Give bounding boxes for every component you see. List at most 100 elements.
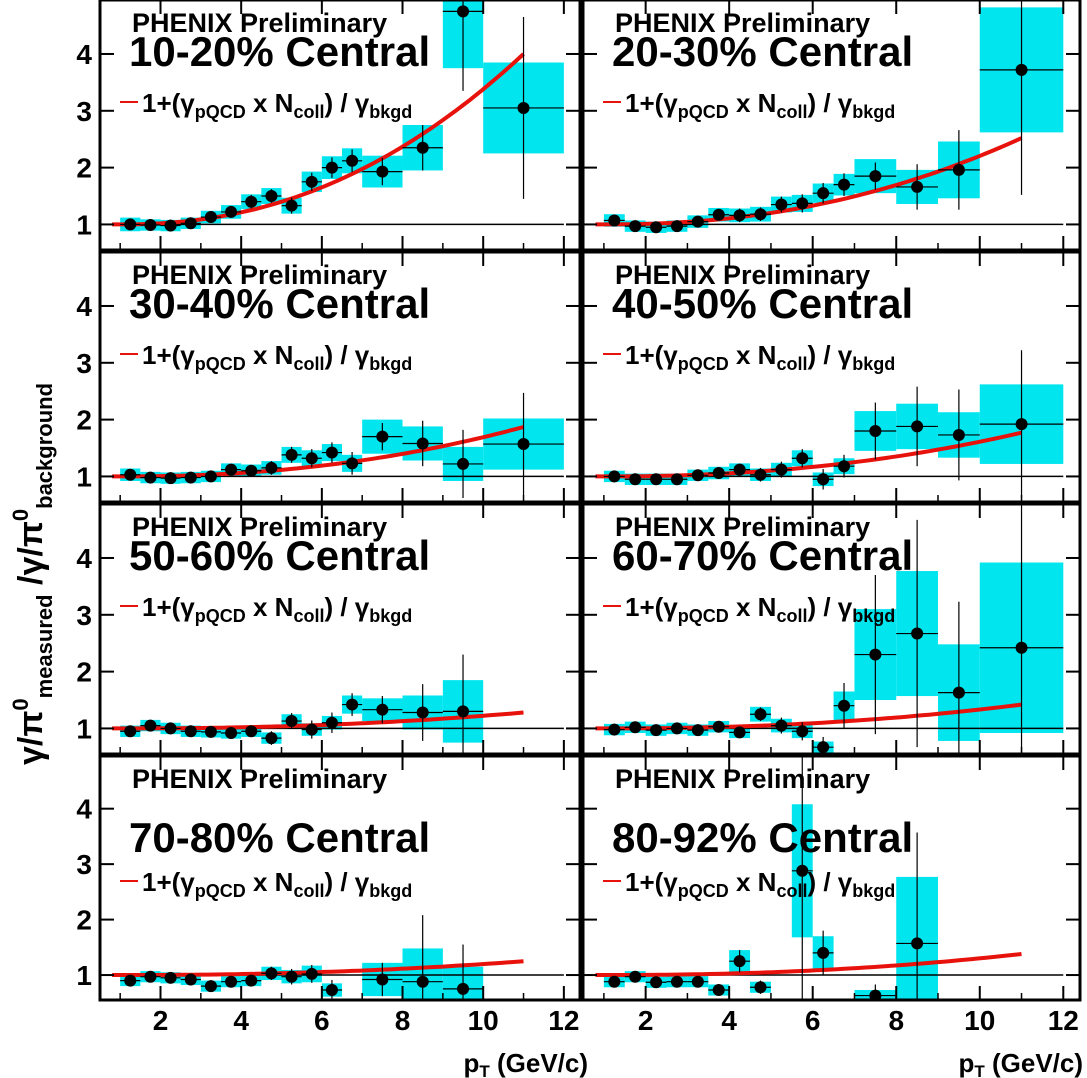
data-point <box>817 741 830 754</box>
data-point <box>305 452 318 465</box>
data-point <box>608 214 621 227</box>
y-tick-label: 1 <box>76 713 92 744</box>
data-point <box>608 470 621 483</box>
data-point <box>817 473 830 486</box>
panel-header: PHENIX Preliminary <box>132 8 387 38</box>
data-point <box>650 473 663 486</box>
centrality-label: 50-60% Central <box>129 532 430 579</box>
data-point <box>346 698 359 711</box>
legend-label: 1+(γpQCD x Ncoll) / γbkgd <box>142 867 412 901</box>
data-point <box>225 975 238 988</box>
data-point <box>775 463 788 476</box>
y-tick-label: 4 <box>76 291 92 322</box>
data-point <box>952 686 965 699</box>
data-point <box>733 463 746 476</box>
data-point <box>691 975 704 988</box>
data-point <box>775 198 788 211</box>
fit-curve <box>595 952 1022 977</box>
centrality-label: 20-30% Central <box>612 28 913 75</box>
data-point <box>285 970 298 983</box>
data-point <box>225 726 238 739</box>
x-tick-label: 4 <box>721 1005 737 1036</box>
data-point <box>225 463 238 476</box>
data-point <box>305 175 318 188</box>
data-point <box>144 219 157 231</box>
data-point <box>733 955 746 968</box>
data-point <box>691 724 704 737</box>
fit-curve <box>595 430 1022 479</box>
data-point <box>457 705 470 718</box>
data-point <box>285 715 298 728</box>
x-axis-title-right: pT (GeV/c) <box>958 1048 1083 1078</box>
centrality-label: 70-80% Central <box>129 814 430 861</box>
data-point <box>629 473 642 486</box>
data-point <box>608 975 621 988</box>
data-point <box>164 722 177 735</box>
data-point <box>346 457 359 470</box>
y-tick-label: 1 <box>76 461 92 492</box>
data-point <box>952 428 965 441</box>
centrality-label: 80-92% Central <box>612 814 913 861</box>
data-point <box>796 197 809 210</box>
centrality-label: 40-50% Central <box>612 280 913 327</box>
data-point <box>952 163 965 176</box>
legend-label: 1+(γpQCD x Ncoll) / γbkgd <box>142 340 412 374</box>
panel-frame <box>98 0 582 252</box>
data-point <box>457 457 470 470</box>
data-point <box>869 648 882 661</box>
data-point <box>838 460 851 473</box>
legend-label: 1+(γpQCD x Ncoll) / γbkgd <box>142 88 412 122</box>
fit-curve <box>595 702 1022 731</box>
x-tick-label: 8 <box>888 1005 904 1036</box>
data-point <box>376 703 389 716</box>
data-point <box>629 220 642 233</box>
data-point <box>775 719 788 732</box>
centrality-label: 30-40% Central <box>129 280 430 327</box>
panel-frame <box>581 250 1082 504</box>
data-point <box>204 725 217 738</box>
y-tick-label: 3 <box>76 96 92 127</box>
data-point <box>517 438 530 451</box>
panel-header: PHENIX Preliminary <box>615 512 870 542</box>
y-tick-label: 2 <box>76 905 92 936</box>
data-point <box>517 101 530 114</box>
data-point <box>629 970 642 983</box>
y-tick-label: 3 <box>76 600 92 631</box>
data-point <box>457 5 470 18</box>
data-point <box>754 208 767 221</box>
data-point <box>225 205 238 218</box>
data-point <box>184 217 197 230</box>
plot-area <box>595 350 1064 499</box>
data-point <box>838 699 851 712</box>
data-point <box>144 471 157 484</box>
data-point <box>245 464 258 477</box>
panel-frame <box>581 0 1082 252</box>
x-tick-label: 6 <box>314 1005 330 1036</box>
data-point <box>305 723 318 736</box>
data-point <box>144 719 157 732</box>
legend-label: 1+(γpQCD x Ncoll) / γbkgd <box>625 867 895 901</box>
data-point <box>124 468 137 481</box>
plot-area <box>595 504 1064 754</box>
data-point <box>184 471 197 484</box>
panel-header: PHENIX Preliminary <box>132 260 387 290</box>
data-point <box>796 864 809 877</box>
data-point <box>754 708 767 721</box>
panel-frame <box>581 502 1082 756</box>
data-point <box>124 974 137 987</box>
data-point <box>754 468 767 481</box>
data-point <box>376 973 389 986</box>
data-point <box>376 165 389 178</box>
x-tick-label: 2 <box>153 1005 169 1036</box>
data-point <box>869 424 882 437</box>
plot-area <box>595 756 1064 1000</box>
panel-header: PHENIX Preliminary <box>132 764 387 794</box>
data-point <box>650 221 663 234</box>
data-point <box>325 446 338 459</box>
data-point <box>164 219 177 232</box>
